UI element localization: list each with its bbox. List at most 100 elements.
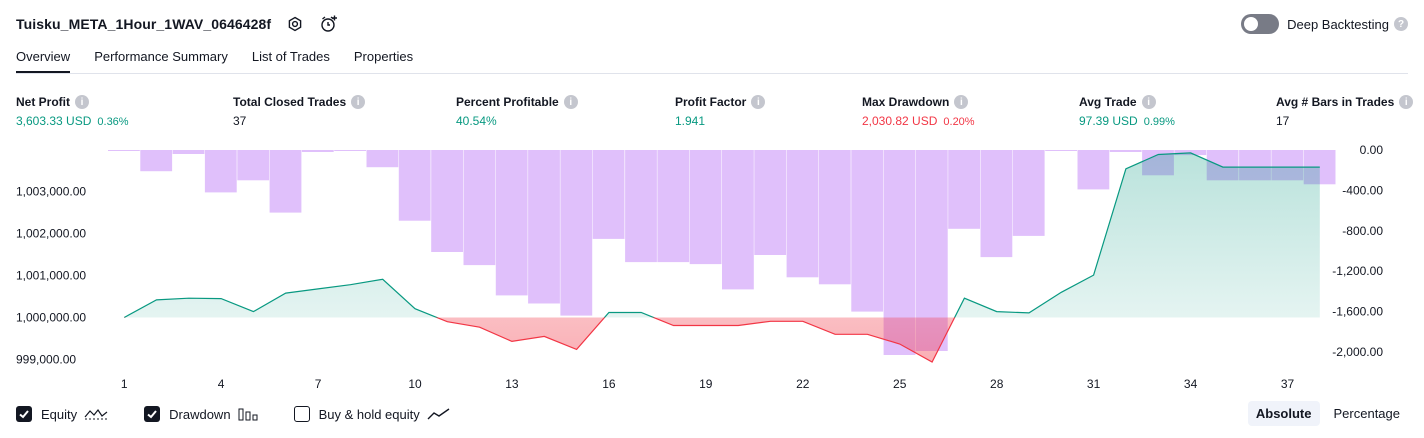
legend-label: Equity (41, 406, 78, 422)
x-axis-tick: 25 (893, 377, 907, 391)
drawdown-bar (269, 150, 302, 213)
left-axis-tick: 1,003,000.00 (16, 185, 86, 199)
metric-percent: 0.20% (943, 116, 975, 128)
metric-value: 97.39 USD 0.99% (1079, 114, 1175, 130)
tab-divider (16, 73, 1408, 74)
deep-backtesting-toggle[interactable] (1241, 14, 1280, 34)
drawdown-bar (334, 150, 366, 151)
info-icon[interactable]: i (351, 95, 366, 109)
metric-label: Avg # Bars in Trades (1276, 95, 1395, 109)
help-icon[interactable]: ? (1394, 17, 1408, 31)
x-axis-tick: 37 (1281, 377, 1295, 391)
title-row: Tuisku_META_1Hour_1WAV_0646428f (16, 12, 339, 36)
x-axis-tick: 1 (121, 377, 128, 391)
percentage-mode-button[interactable]: Percentage (1333, 406, 1401, 421)
absolute-mode-button[interactable]: Absolute (1247, 401, 1320, 426)
equity-checkbox[interactable]: Equity (16, 406, 108, 422)
legend-label: Buy & hold equity (318, 406, 420, 422)
tab-performance-summary[interactable]: Performance Summary (94, 49, 228, 64)
drawdown-bar (948, 150, 980, 229)
drawdown-bar (1045, 150, 1077, 151)
buy-hold-line-icon (427, 407, 451, 421)
x-axis-tick: 10 (408, 377, 422, 391)
drawdown-checkbox[interactable]: Drawdown (144, 406, 258, 422)
drawdown-bar (722, 150, 754, 290)
metric-label: Percent Profitable (456, 95, 559, 109)
drawdown-bar (1012, 150, 1045, 236)
equity-drawdown-chart[interactable]: 1,003,000.00 1,002,000.00 1,001,000.00 1,00… (0, 140, 1424, 398)
left-axis-tick: 999,000.00 (16, 353, 76, 367)
drawdown-bar (495, 150, 528, 296)
info-icon[interactable]: i (75, 95, 89, 109)
checkbox-checked-icon[interactable] (144, 406, 161, 422)
metric-value: 17 (1276, 114, 1413, 130)
info-icon[interactable]: i (563, 95, 578, 109)
drawdown-bar (818, 150, 851, 285)
metric-label: Profit Factor (675, 95, 747, 109)
gear-icon[interactable] (285, 14, 305, 34)
right-axis-tick: -1,200.00 (1332, 264, 1383, 278)
drawdown-bar (592, 150, 625, 239)
x-axis-tick: 16 (602, 377, 616, 391)
drawdown-bar (140, 150, 173, 172)
x-axis-tick: 4 (218, 377, 225, 391)
metric-value-text: 97.39 USD (1079, 114, 1138, 128)
right-axis-tick: -800.00 (1342, 224, 1383, 238)
metric-avg-bars-in-trades: Avg # Bars in Trades i 17 (1276, 94, 1414, 130)
deep-backtesting-label: Deep Backtesting (1287, 16, 1389, 32)
info-icon[interactable]: i (954, 95, 969, 109)
drawdown-bar (398, 150, 431, 221)
drawdown-bar (366, 150, 399, 168)
drawdown-bar (1109, 150, 1142, 152)
tab-list-of-trades[interactable]: List of Trades (251, 49, 330, 64)
metric-max-drawdown: Max Drawdown i 2,030.82 USD 0.20% (862, 94, 975, 130)
metric-total-closed-trades: Total Closed Trades i 37 (233, 94, 366, 130)
metric-profit-factor: Profit Factor i 1.941 (675, 94, 766, 130)
add-alert-icon[interactable] (319, 14, 339, 34)
drawdown-bar (172, 150, 205, 154)
strategy-title: Tuisku_META_1Hour_1WAV_0646428f (16, 16, 272, 32)
deep-backtesting: Deep Backtesting ? (1241, 12, 1408, 36)
checkbox-unchecked-icon[interactable] (293, 406, 310, 422)
tab-bar: Overview Performance Summary List of Tra… (16, 46, 437, 74)
checkbox-checked-icon[interactable] (16, 406, 32, 422)
drawdown-bar (625, 150, 657, 263)
drawdown-bar (786, 150, 819, 278)
metric-percent: 0.99% (1143, 116, 1175, 128)
metric-percent-profitable: Percent Profitable i 40.54% (456, 94, 578, 130)
drawdown-bar (528, 150, 560, 304)
x-axis-tick: 13 (505, 377, 519, 391)
buy-hold-checkbox[interactable]: Buy & hold equity (293, 406, 451, 422)
equity-line-negative (124, 317, 956, 363)
drawdown-bar (754, 150, 787, 255)
metric-value-text: 1.941 (675, 114, 706, 128)
drawdown-bar (560, 150, 593, 316)
info-icon[interactable]: i (751, 95, 766, 109)
drawdown-bar (851, 150, 884, 312)
left-axis-tick: 1,002,000.00 (16, 227, 86, 241)
metric-value: 2,030.82 USD 0.20% (862, 114, 975, 130)
equity-line-icon (84, 407, 108, 421)
left-axis-tick: 1,000,000.00 (16, 311, 86, 325)
metric-value: 40.54% (456, 114, 578, 130)
right-axis-tick: -2,000.00 (1332, 345, 1383, 359)
tab-properties[interactable]: Properties (353, 49, 414, 64)
drawdown-bar (108, 150, 140, 151)
chart-legend: Equity Drawdown Buy & hold equity (16, 403, 487, 425)
metric-net-profit: Net Profit i 3,603.33 USD 0.36% (16, 94, 129, 130)
info-icon[interactable]: i (1399, 95, 1414, 109)
metric-value: 37 (233, 114, 365, 130)
info-icon[interactable]: i (1141, 95, 1156, 109)
tab-overview[interactable]: Overview (16, 46, 71, 74)
metric-label: Avg Trade (1079, 95, 1137, 109)
x-axis-tick: 19 (699, 377, 713, 391)
drawdown-bar (301, 150, 334, 152)
metric-percent: 0.36% (97, 116, 129, 128)
x-axis-tick: 28 (990, 377, 1004, 391)
metric-label: Net Profit (16, 95, 70, 109)
drawdown-bar (204, 150, 237, 193)
x-axis-tick: 22 (796, 377, 810, 391)
equity-area-positive (124, 152, 1320, 318)
drawdown-bar (1077, 150, 1110, 190)
metric-value-text: 40.54% (456, 114, 497, 128)
